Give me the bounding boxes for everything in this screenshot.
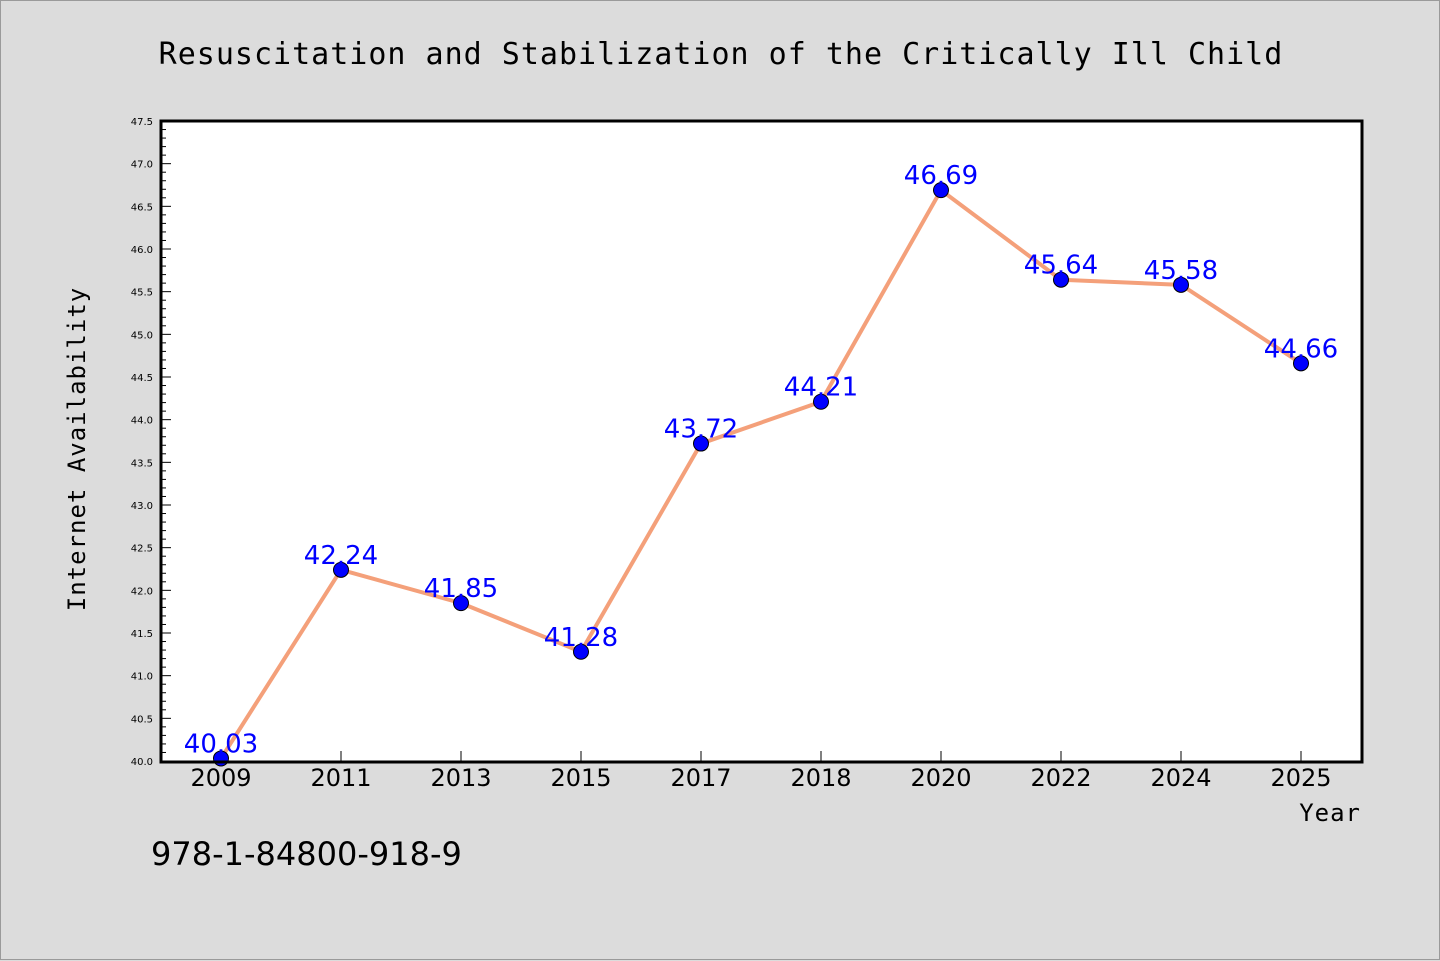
x-axis-label: Year [1299, 799, 1361, 827]
data-label: 44.21 [784, 373, 858, 403]
y-tick-label: 47.0 [131, 160, 153, 171]
data-label: 41.28 [544, 623, 618, 653]
y-tick-label: 44.0 [131, 416, 153, 427]
data-label: 43.72 [664, 415, 738, 445]
data-label: 41.85 [424, 574, 498, 604]
data-label: 45.58 [1144, 256, 1218, 286]
x-tick-label: 2018 [790, 764, 851, 792]
data-point [933, 182, 949, 199]
x-tick-label: 2009 [190, 764, 251, 792]
x-tick-label: 2020 [910, 764, 971, 792]
y-tick-label: 47.5 [131, 117, 153, 128]
data-label: 42.24 [304, 541, 378, 571]
plot-border [159, 119, 1364, 764]
y-tick-label: 45.5 [131, 288, 153, 299]
data-point [453, 595, 469, 612]
x-axis: 2009 2011 2013 2015 2017 2018 2020 2022 2024 2025 [190, 751, 1332, 792]
isbn-text: 978-1-84800-918-9 [151, 835, 462, 873]
y-axis: 40.0 40.5 41.0 41.5 42.0 42.5 43.0 43.5 44.0 44.5… [131, 117, 171, 768]
y-tick-label: 40.5 [131, 714, 153, 725]
data-point [1293, 355, 1309, 372]
data-labels: 40.03 42.24 41.85 41.28 43.72 44.21 46.69 45.64… [184, 161, 1338, 759]
y-tick-label: 42.0 [131, 586, 153, 597]
x-tick-label: 2024 [1150, 764, 1211, 792]
y-tick-label: 44.5 [131, 373, 153, 384]
y-tick-label: 46.5 [131, 202, 153, 213]
data-label: 46.69 [904, 161, 978, 191]
data-point [1173, 276, 1189, 293]
y-tick-label: 41.5 [131, 629, 153, 640]
data-label: 45.64 [1024, 251, 1098, 281]
data-point [813, 393, 829, 410]
chart-title: Resuscitation and Stabilization of the C… [159, 37, 1284, 72]
plot-area [161, 121, 1362, 762]
x-tick-label: 2022 [1030, 764, 1091, 792]
data-point [1053, 271, 1069, 288]
y-axis-label: Internet Availability [63, 287, 91, 611]
series-line [219, 188, 1303, 760]
y-tick-label: 41.0 [131, 672, 153, 683]
x-tick-label: 2015 [550, 764, 611, 792]
x-tick-label: 2013 [430, 764, 491, 792]
data-point [333, 561, 349, 578]
data-point [573, 643, 589, 660]
y-tick-label: 46.0 [131, 245, 153, 256]
data-point [693, 435, 709, 452]
y-tick-label: 45.0 [131, 330, 153, 341]
y-tick-label: 43.5 [131, 458, 153, 469]
data-label: 44.66 [1264, 334, 1338, 364]
x-tick-label: 2011 [310, 764, 371, 792]
x-tick-label: 2017 [670, 764, 731, 792]
x-tick-label: 2025 [1270, 764, 1331, 792]
data-label: 40.03 [184, 729, 258, 759]
y-tick-label: 43.0 [131, 501, 153, 512]
y-tick-label: 42.5 [131, 544, 153, 555]
y-tick-label: 40.0 [131, 757, 153, 768]
